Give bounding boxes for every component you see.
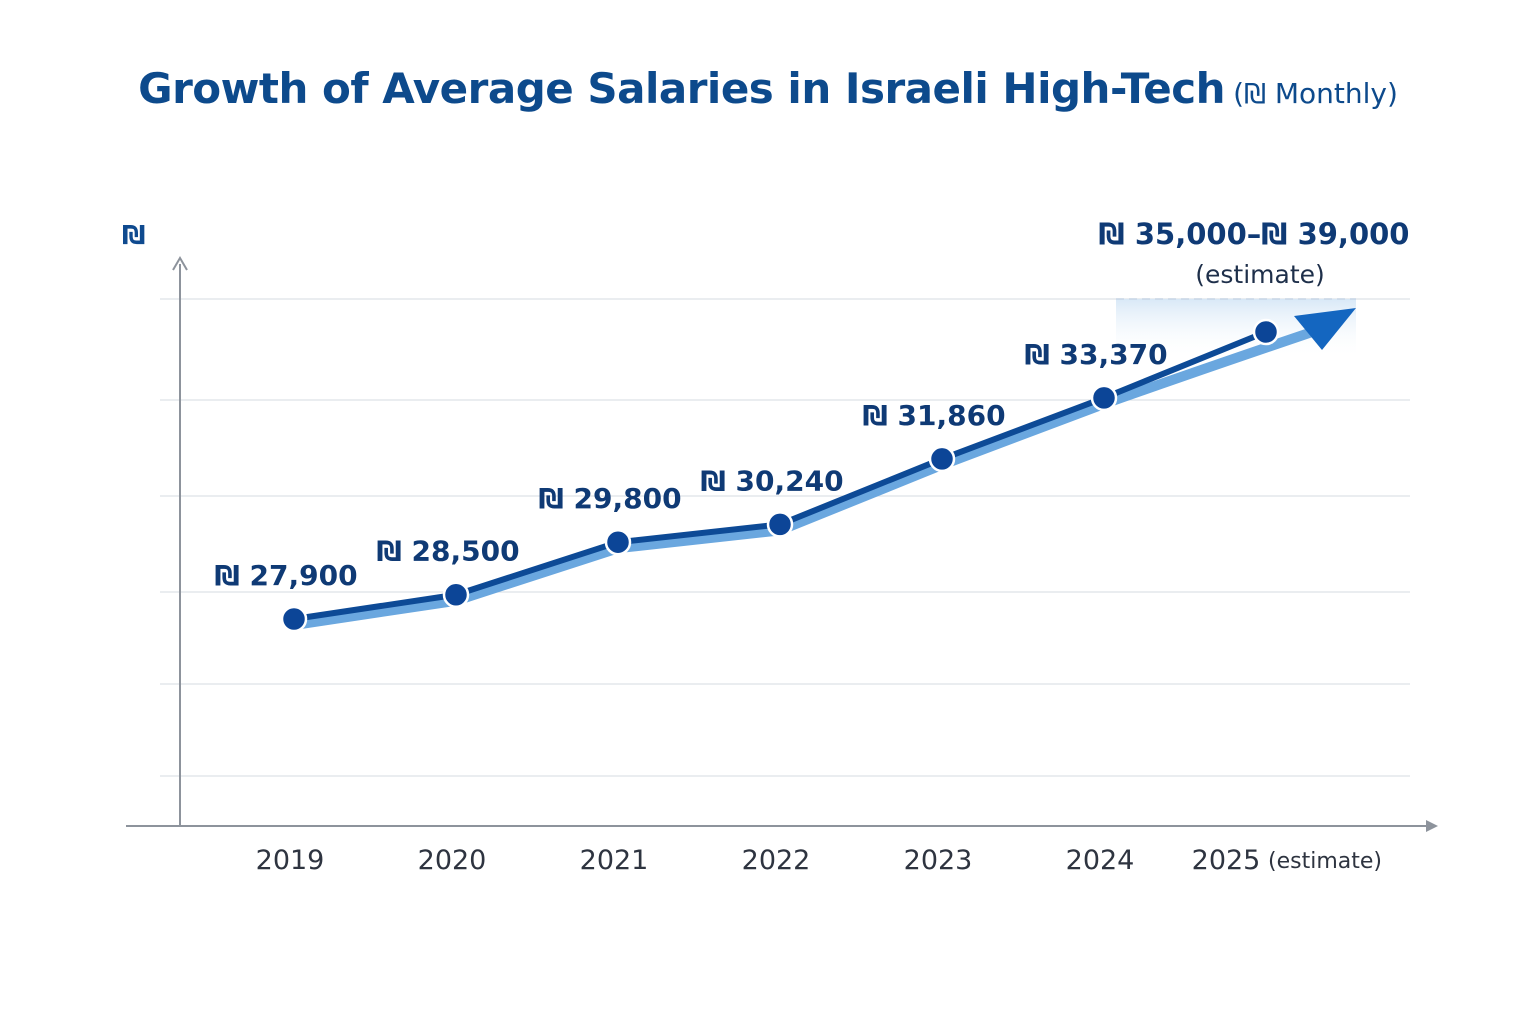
data-point-2025 — [1252, 318, 1280, 346]
data-label-2023: ₪ 31,860 — [862, 399, 1005, 432]
x-tick-label-2021: 2021 — [580, 845, 649, 876]
y-axis-unit-label: ₪ — [122, 221, 146, 251]
data-labels: ₪ 27,900 ₪ 28,500 ₪ 29,800 ₪ 30,240 ₪ 31,860… — [214, 217, 1409, 592]
trend-shadow-line — [289, 325, 1323, 630]
data-point-2021 — [604, 528, 632, 556]
axes: ₪ — [122, 221, 1438, 832]
data-label-2019: ₪ 27,900 — [214, 559, 357, 592]
data-point-2023 — [928, 445, 956, 473]
data-label-2020: ₪ 28,500 — [376, 535, 519, 568]
grid-lines — [160, 298, 1410, 777]
x-tick-label-2019: 2019 — [256, 845, 325, 876]
data-label-2021: ₪ 29,800 — [538, 482, 681, 515]
chart-title-text: Growth of Average Salaries in Israeli Hi… — [138, 64, 1226, 113]
x-tick-note-2025: (estimate) — [1268, 849, 1382, 874]
data-point-2019 — [280, 605, 308, 633]
y-axis-arrow — [172, 256, 188, 271]
estimate-range-label: ₪ 35,000–₪ 39,000 — [1099, 217, 1410, 251]
x-axis-arrow — [1426, 820, 1438, 832]
x-tick-label-2020: 2020 — [418, 845, 487, 876]
data-point-2022 — [766, 511, 794, 538]
x-tick-label-2024: 2024 — [1066, 845, 1135, 876]
chart-subtitle: (₪ Monthly) — [1233, 77, 1398, 110]
data-label-2022: ₪ 30,240 — [700, 464, 843, 497]
data-point-2024 — [1090, 384, 1118, 412]
chart-title: Growth of Average Salaries in Israeli Hi… — [0, 64, 1536, 124]
x-tick-label-2022: 2022 — [742, 845, 811, 876]
x-tick-labels: 2019 2020 2021 2022 2023 2024 2025 (estimate) — [256, 845, 1382, 876]
data-label-2024: ₪ 33,370 — [1024, 338, 1167, 371]
estimate-note-label: (estimate) — [1195, 260, 1325, 289]
x-tick-label-2025: 2025 — [1192, 845, 1261, 876]
trend-arrowhead — [1294, 308, 1356, 350]
data-points — [280, 318, 1280, 633]
data-point-2020 — [442, 581, 470, 608]
x-tick-label-2023: 2023 — [904, 845, 973, 876]
